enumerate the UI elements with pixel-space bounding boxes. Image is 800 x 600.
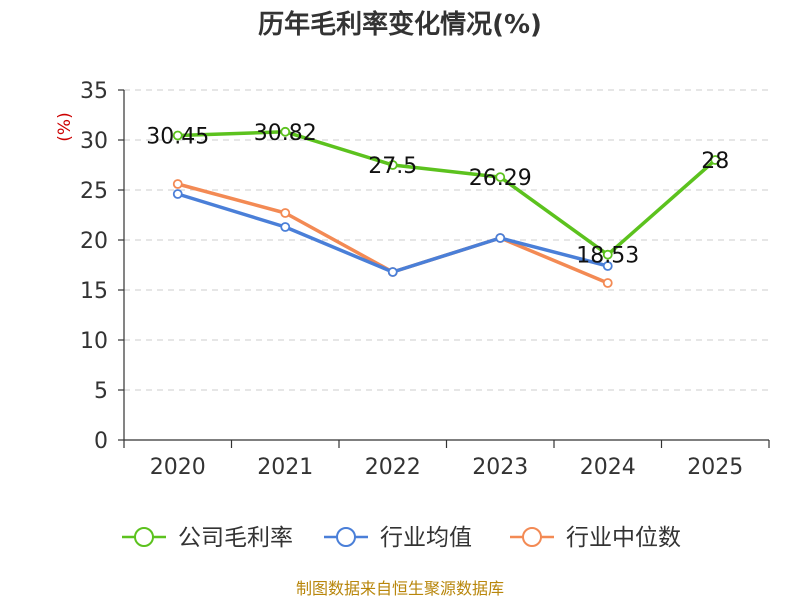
data-label: 28 [701, 149, 729, 174]
data-labels: 30.45 30.82 27.5 26.29 18.53 28 [146, 121, 729, 269]
y-tick-label: 10 [80, 329, 108, 354]
data-point [602, 261, 613, 271]
y-tick-label: 25 [80, 179, 108, 204]
y-tick-label: 35 [80, 79, 108, 104]
x-tick-label: 2025 [687, 455, 743, 480]
data-point [495, 233, 506, 243]
data-point [280, 126, 291, 137]
data-point [172, 189, 183, 199]
y-tick-label: 0 [94, 429, 108, 454]
y-tick-label: 20 [80, 229, 108, 254]
data-point [495, 172, 506, 183]
data-point [280, 208, 291, 218]
y-tick-label: 15 [80, 279, 108, 304]
data-point [710, 155, 721, 165]
data-point [602, 249, 613, 260]
legend-marker [134, 527, 154, 547]
y-tick-label: 30 [80, 129, 108, 154]
legend-marker [522, 527, 542, 547]
x-tick-label: 2022 [365, 455, 421, 480]
grid-lines [124, 89, 769, 391]
y-axis-unit: (%) [55, 112, 75, 141]
data-point [172, 130, 183, 141]
series-line-2 [177, 192, 609, 274]
y-tick-label: 5 [94, 379, 108, 404]
data-point [387, 160, 398, 170]
x-tick-label: 2024 [580, 455, 636, 480]
x-tick-label: 2023 [472, 455, 528, 480]
data-label: 27.5 [368, 154, 417, 179]
legend-label: 行业中位数 [566, 525, 681, 551]
chart-title: 历年毛利率变化情况(%) [258, 9, 542, 40]
data-label: 26.29 [469, 166, 532, 191]
data-point [387, 267, 398, 277]
series-group [172, 126, 721, 288]
data-point [280, 222, 291, 232]
legend: 公司毛利率 行业均值 行业中位数 [122, 525, 681, 551]
source-note: 制图数据来自恒生聚源数据库 [296, 579, 504, 598]
legend-marker [336, 527, 356, 547]
data-point [172, 179, 183, 189]
data-label: 30.45 [146, 125, 209, 150]
data-label: 18.53 [576, 244, 639, 269]
x-tick-label: 2021 [257, 455, 313, 480]
legend-label: 行业均值 [380, 525, 472, 551]
data-label: 30.82 [254, 121, 317, 146]
x-tick-label: 2020 [150, 455, 206, 480]
series-line-1 [177, 130, 717, 257]
data-point [602, 278, 613, 288]
legend-label: 公司毛利率 [178, 525, 293, 551]
